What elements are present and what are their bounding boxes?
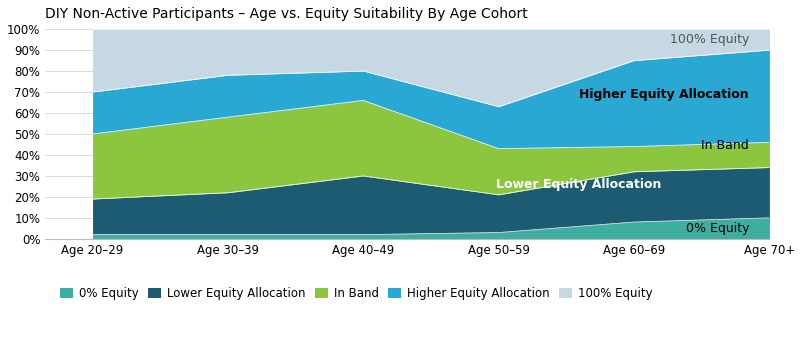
Text: Higher Equity Allocation: Higher Equity Allocation: [580, 87, 749, 100]
Text: 100% Equity: 100% Equity: [670, 33, 749, 46]
Text: In Band: In Band: [702, 139, 749, 152]
Text: 0% Equity: 0% Equity: [686, 222, 749, 235]
Text: Lower Equity Allocation: Lower Equity Allocation: [496, 178, 661, 191]
Legend: 0% Equity, Lower Equity Allocation, In Band, Higher Equity Allocation, 100% Equi: 0% Equity, Lower Equity Allocation, In B…: [55, 283, 658, 305]
Text: DIY Non-Active Participants – Age vs. Equity Suitability By Age Cohort: DIY Non-Active Participants – Age vs. Eq…: [45, 7, 528, 21]
